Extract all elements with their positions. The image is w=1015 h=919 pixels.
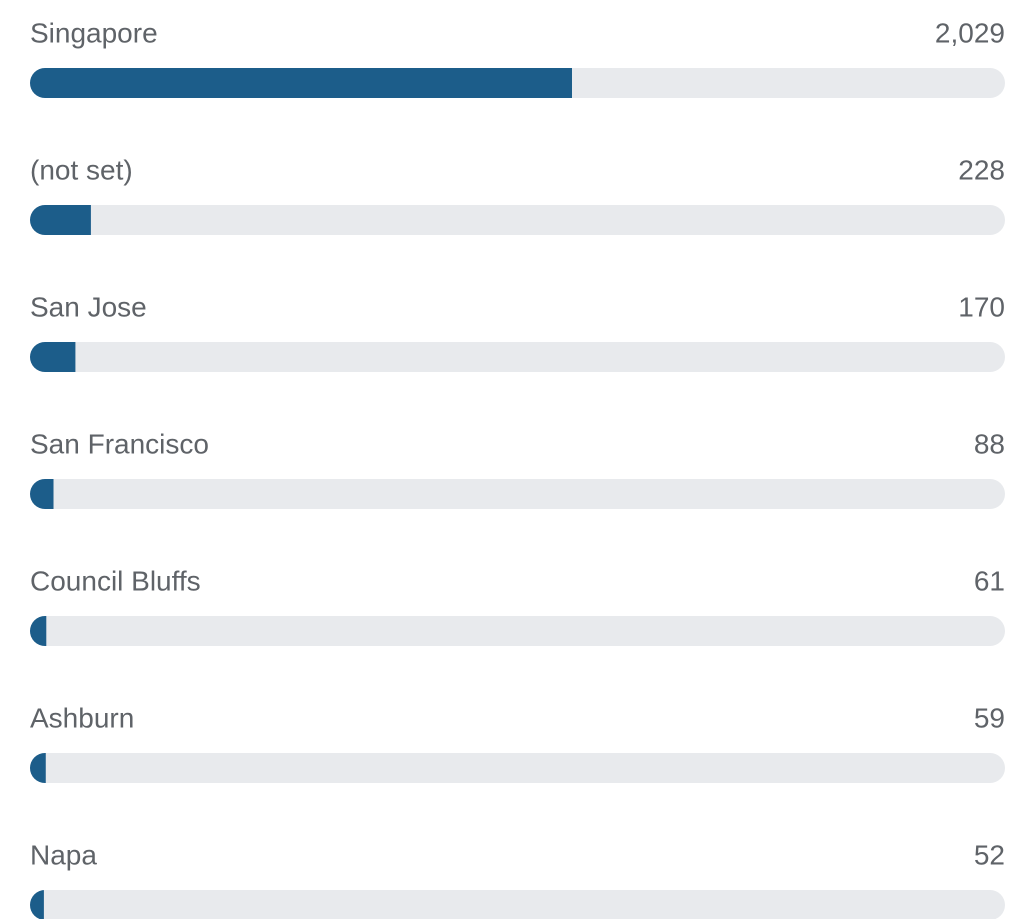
track [30,479,1005,509]
track [30,342,1005,372]
bar [30,479,54,509]
bar [30,342,76,372]
bar [30,68,572,98]
bar [30,616,47,646]
value-label: 170 [958,291,1005,322]
bar [30,753,46,783]
category-label: San Jose [30,291,147,322]
value-label: 61 [974,565,1005,596]
value-label: 228 [958,154,1005,185]
value-label: 59 [974,702,1005,733]
track [30,205,1005,235]
track [30,753,1005,783]
track [30,890,1005,919]
track [30,616,1005,646]
value-label: 88 [974,428,1005,459]
bar [30,205,91,235]
category-label: Council Bluffs [30,565,201,596]
category-label: Ashburn [30,702,134,733]
value-label: 2,029 [935,17,1005,48]
value-label: 52 [974,839,1005,870]
category-label: Napa [30,839,97,870]
category-label: (not set) [30,154,133,185]
category-label: San Francisco [30,428,209,459]
category-label: Singapore [30,17,158,48]
bar [30,890,44,919]
